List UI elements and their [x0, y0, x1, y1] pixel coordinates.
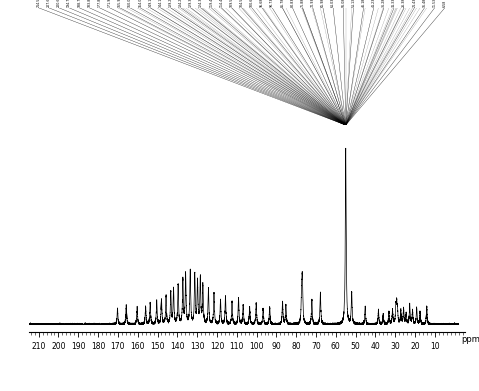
Text: 139.23: 139.23 — [169, 0, 172, 7]
Text: 65.98: 65.98 — [321, 0, 325, 7]
Text: 6.58: 6.58 — [443, 0, 447, 7]
Text: 154.08: 154.08 — [138, 0, 142, 7]
Text: 36.28: 36.28 — [382, 0, 386, 7]
Text: 144.18: 144.18 — [159, 0, 162, 7]
Text: 21.43: 21.43 — [412, 0, 416, 7]
Text: 129.33: 129.33 — [189, 0, 193, 7]
Text: 100.63: 100.63 — [250, 0, 254, 7]
Text: 119.43: 119.43 — [209, 0, 213, 7]
Text: 214.57: 214.57 — [37, 0, 41, 7]
Text: 61.03: 61.03 — [331, 0, 335, 7]
Text: 188.78: 188.78 — [77, 0, 81, 7]
Text: 70.93: 70.93 — [311, 0, 315, 7]
Text: 16.48: 16.48 — [422, 0, 426, 7]
Text: 134.28: 134.28 — [179, 0, 183, 7]
Text: 183.83: 183.83 — [88, 0, 91, 7]
Text: 80.83: 80.83 — [290, 0, 295, 7]
Text: 90.73: 90.73 — [270, 0, 274, 7]
Text: 194.73: 194.73 — [67, 0, 71, 7]
Text: 46.18: 46.18 — [362, 0, 365, 7]
Text: 41.23: 41.23 — [372, 0, 376, 7]
Text: 75.88: 75.88 — [301, 0, 305, 7]
Text: 124.38: 124.38 — [199, 0, 203, 7]
Text: 177.88: 177.88 — [98, 0, 102, 7]
Text: 149.13: 149.13 — [148, 0, 152, 7]
Text: 160.03: 160.03 — [128, 0, 132, 7]
Text: ppm: ppm — [462, 335, 479, 344]
Text: 165.98: 165.98 — [118, 0, 122, 7]
Text: 207.63: 207.63 — [47, 0, 51, 7]
Text: 26.38: 26.38 — [402, 0, 406, 7]
Text: 171.93: 171.93 — [108, 0, 112, 7]
Text: 200.68: 200.68 — [57, 0, 61, 7]
Text: 109.53: 109.53 — [229, 0, 234, 7]
Text: 51.13: 51.13 — [352, 0, 355, 7]
Text: 56.08: 56.08 — [341, 0, 345, 7]
Text: 95.68: 95.68 — [260, 0, 264, 7]
Text: 11.53: 11.53 — [433, 0, 437, 7]
Text: 85.78: 85.78 — [280, 0, 285, 7]
Text: 114.48: 114.48 — [219, 0, 223, 7]
Text: 104.58: 104.58 — [240, 0, 244, 7]
Text: 31.33: 31.33 — [392, 0, 396, 7]
